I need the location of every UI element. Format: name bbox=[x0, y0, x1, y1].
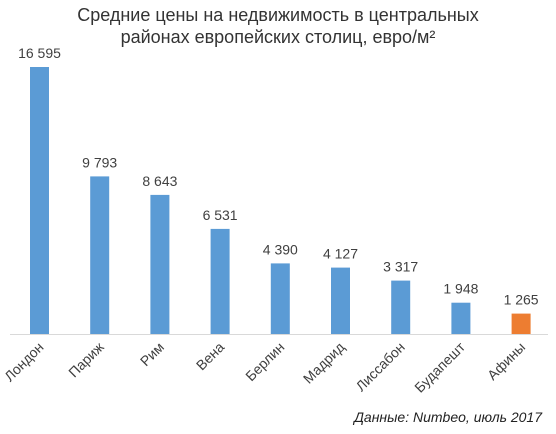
x-tick-label-6: Мадрид bbox=[300, 339, 348, 387]
bar-6 bbox=[331, 267, 350, 334]
chart-title-line-1: Средние цены на недвижимость в центральн… bbox=[77, 5, 479, 25]
source-note: Данные: Numbeo, июль 2017 bbox=[354, 409, 542, 425]
bar-9 bbox=[511, 313, 531, 334]
bar-7 bbox=[391, 280, 411, 334]
data-label-3: 8 643 bbox=[142, 173, 177, 189]
bar-2 bbox=[90, 176, 110, 334]
bar-5 bbox=[270, 263, 290, 334]
x-tick-label-9: Афины bbox=[484, 339, 528, 383]
x-tick-label-7: Лиссабон bbox=[352, 339, 407, 394]
x-tick-label-1: Лондон bbox=[1, 339, 47, 385]
data-label-7: 3 317 bbox=[383, 259, 418, 275]
x-tick-label-8: Будапешт bbox=[411, 338, 468, 395]
bar-8 bbox=[451, 302, 471, 334]
data-label-6: 4 127 bbox=[323, 246, 358, 262]
bar-3 bbox=[150, 194, 170, 334]
data-label-8: 1 948 bbox=[443, 281, 478, 297]
x-tick-label-3: Рим bbox=[137, 339, 167, 369]
data-label-4: 6 531 bbox=[203, 207, 238, 223]
chart-title-line-2: районах европейских столиц, евро/м² bbox=[120, 27, 436, 47]
bar-1 bbox=[30, 67, 49, 334]
data-label-1: 16 595 bbox=[18, 45, 61, 61]
x-tick-label-2: Париж bbox=[65, 338, 107, 380]
data-label-2: 9 793 bbox=[82, 154, 117, 170]
x-tick-label-5: Берлин bbox=[242, 339, 287, 384]
chart-title: Средние цены на недвижимость в центральн… bbox=[0, 4, 556, 48]
data-label-5: 4 390 bbox=[263, 241, 298, 257]
x-tick-label-4: Вена bbox=[193, 339, 228, 374]
data-label-9: 1 265 bbox=[504, 292, 539, 308]
bar-4 bbox=[210, 228, 230, 334]
